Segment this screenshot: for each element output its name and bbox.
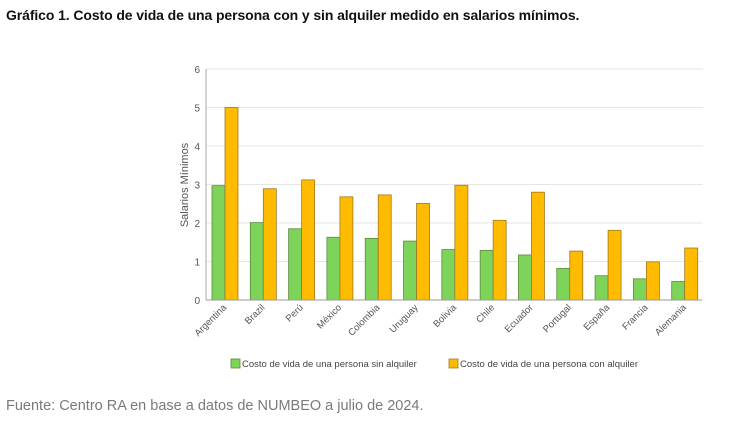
bar-con-alquiler [339,196,354,301]
y-tick-label: 4 [194,142,200,153]
x-category-label: México [315,302,344,331]
bars [211,107,699,301]
x-category-label: Uruguay [387,302,420,335]
bar-con-alquiler [607,229,622,301]
legend-label-sin-alquiler: Costo de vida de una persona sin alquile… [242,359,417,370]
y-tick-label: 2 [194,219,200,230]
bar-con-alquiler [301,179,316,301]
bar-sin-alquiler [441,249,456,301]
x-category-label: Brazil [243,302,268,327]
y-tick-label: 0 [194,296,200,307]
legend-label-con-alquiler: Costo de vida de una persona con alquile… [460,359,638,370]
bar-sin-alquiler [518,254,532,301]
bar-sin-alquiler [326,236,341,301]
bar-sin-alquiler [671,281,686,301]
x-category-label: España [582,302,613,333]
bar-sin-alquiler [594,275,609,301]
y-axis-label: Salarios Mínimos [179,142,191,227]
chart-title: Gráfico 1. Costo de vida de una persona … [6,7,580,23]
legend-swatch-sin-alquiler [230,358,241,369]
bar-con-alquiler [416,202,430,301]
y-tick-label: 6 [194,65,200,76]
bar-sin-alquiler [632,278,647,301]
y-axis-ticks: 0 1 2 3 4 5 6 [194,65,200,307]
y-tick-label: 5 [194,104,200,115]
bar-sin-alquiler [479,249,494,301]
x-category-label: Francia [620,302,651,333]
x-category-label: Perú [284,302,306,324]
bar-con-alquiler [531,191,545,301]
y-tick-label: 1 [194,258,200,269]
bar-sin-alquiler [403,240,417,301]
x-category-label: Portugal [541,302,574,335]
bar-con-alquiler [262,188,277,301]
bar-con-alquiler [684,247,699,301]
x-category-label: Ecuador [503,302,536,335]
bar-sin-alquiler [556,268,571,301]
bar-con-alquiler [454,184,469,301]
legend: Costo de vida de una persona sin alquile… [230,358,638,370]
bar-con-alquiler [224,107,239,301]
x-axis-category-labels: Argentina Brazil Perú México Colombia Uruguay… [193,302,690,339]
x-category-label: Argentina [193,302,230,339]
bar-sin-alquiler [288,228,303,301]
bar-sin-alquiler [364,237,379,301]
bar-sin-alquiler [249,222,264,301]
x-category-label: Bolivia [431,302,459,330]
legend-swatch-con-alquiler [448,358,459,369]
bar-con-alquiler [492,219,507,301]
y-tick-label: 3 [194,181,200,192]
bar-sin-alquiler [211,185,226,301]
bar-con-alquiler [377,194,392,301]
x-category-label: Chile [474,302,497,325]
source-note: Fuente: Centro RA en base a datos de NUM… [6,398,424,414]
bar-con-alquiler [645,261,660,301]
x-category-label: Colombia [346,302,383,339]
x-category-label: Alemania [653,302,689,338]
bar-con-alquiler [569,250,584,301]
